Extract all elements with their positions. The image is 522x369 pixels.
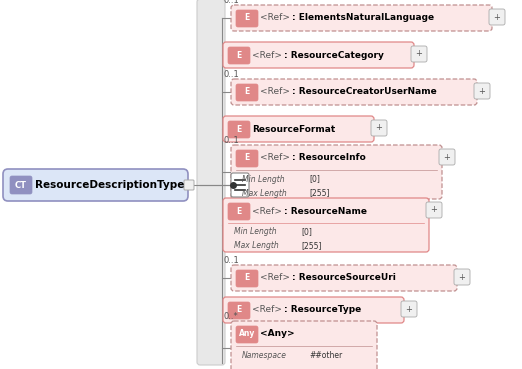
FancyBboxPatch shape — [184, 180, 194, 190]
FancyBboxPatch shape — [197, 0, 225, 365]
FancyBboxPatch shape — [426, 202, 442, 218]
FancyBboxPatch shape — [231, 321, 377, 369]
Text: <Ref>: <Ref> — [260, 14, 290, 23]
FancyBboxPatch shape — [454, 269, 470, 285]
FancyBboxPatch shape — [3, 169, 188, 201]
Text: +: + — [406, 304, 412, 314]
Text: +: + — [375, 124, 383, 132]
Text: +: + — [444, 152, 450, 162]
FancyBboxPatch shape — [231, 173, 249, 197]
Text: 0..*: 0..* — [224, 312, 239, 321]
Text: E: E — [236, 306, 242, 314]
FancyBboxPatch shape — [10, 176, 32, 194]
Text: : ElementsNaturalLanguage: : ElementsNaturalLanguage — [292, 14, 434, 23]
Text: E: E — [244, 14, 250, 23]
Text: Namespace: Namespace — [242, 351, 287, 359]
FancyBboxPatch shape — [236, 84, 258, 101]
Text: +: + — [431, 206, 437, 214]
FancyBboxPatch shape — [231, 265, 457, 291]
FancyBboxPatch shape — [489, 9, 505, 25]
Text: Min Length: Min Length — [234, 228, 277, 237]
Text: : ResourceInfo: : ResourceInfo — [292, 154, 366, 162]
Text: : ResourceType: : ResourceType — [284, 306, 361, 314]
Text: Any: Any — [239, 330, 255, 338]
Text: Max Length: Max Length — [242, 189, 287, 197]
Text: : ResourceSourceUri: : ResourceSourceUri — [292, 273, 396, 283]
Text: <Ref>: <Ref> — [252, 51, 282, 59]
FancyBboxPatch shape — [231, 5, 492, 31]
FancyBboxPatch shape — [223, 116, 374, 142]
FancyBboxPatch shape — [401, 301, 417, 317]
Text: <Ref>: <Ref> — [252, 306, 282, 314]
FancyBboxPatch shape — [236, 270, 258, 287]
FancyBboxPatch shape — [411, 46, 427, 62]
Text: : ResourceCategory: : ResourceCategory — [284, 51, 384, 59]
Text: 0..1: 0..1 — [224, 0, 240, 5]
Text: E: E — [236, 124, 242, 134]
Text: <Ref>: <Ref> — [252, 207, 282, 215]
FancyBboxPatch shape — [223, 42, 414, 68]
Text: +: + — [494, 13, 501, 21]
Text: <Any>: <Any> — [260, 330, 294, 338]
Text: Max Length: Max Length — [234, 241, 279, 251]
FancyBboxPatch shape — [228, 203, 250, 220]
FancyBboxPatch shape — [231, 79, 477, 105]
Text: : ResourceName: : ResourceName — [284, 207, 367, 215]
Text: : ResourceCreatorUserName: : ResourceCreatorUserName — [292, 87, 437, 97]
Text: E: E — [236, 51, 242, 59]
FancyBboxPatch shape — [236, 10, 258, 27]
FancyBboxPatch shape — [228, 302, 250, 319]
FancyBboxPatch shape — [236, 150, 258, 167]
Text: Min Length: Min Length — [242, 175, 284, 183]
FancyBboxPatch shape — [228, 47, 250, 64]
Text: CT: CT — [15, 180, 27, 190]
Text: E: E — [244, 87, 250, 97]
Text: E: E — [244, 273, 250, 283]
FancyBboxPatch shape — [474, 83, 490, 99]
Text: 0..1: 0..1 — [224, 70, 240, 79]
FancyBboxPatch shape — [231, 145, 442, 199]
Text: [255]: [255] — [309, 189, 329, 197]
Text: <Ref>: <Ref> — [260, 273, 290, 283]
Text: +: + — [416, 49, 422, 59]
Text: +: + — [458, 272, 466, 282]
FancyBboxPatch shape — [228, 121, 250, 138]
FancyBboxPatch shape — [223, 198, 429, 252]
FancyBboxPatch shape — [236, 326, 258, 343]
Text: 0..1: 0..1 — [224, 136, 240, 145]
Text: [0]: [0] — [309, 175, 320, 183]
Text: +: + — [479, 86, 485, 96]
Text: [255]: [255] — [301, 241, 322, 251]
Text: ResourceFormat: ResourceFormat — [252, 124, 335, 134]
Text: [0]: [0] — [301, 228, 312, 237]
Text: 0..1: 0..1 — [224, 256, 240, 265]
Text: <Ref>: <Ref> — [260, 87, 290, 97]
Text: E: E — [244, 154, 250, 162]
FancyBboxPatch shape — [223, 297, 404, 323]
Text: E: E — [236, 207, 242, 215]
Text: <Ref>: <Ref> — [260, 154, 290, 162]
Text: ResourceDescriptionType: ResourceDescriptionType — [35, 180, 184, 190]
Text: ##other: ##other — [309, 351, 342, 359]
FancyBboxPatch shape — [371, 120, 387, 136]
FancyBboxPatch shape — [439, 149, 455, 165]
